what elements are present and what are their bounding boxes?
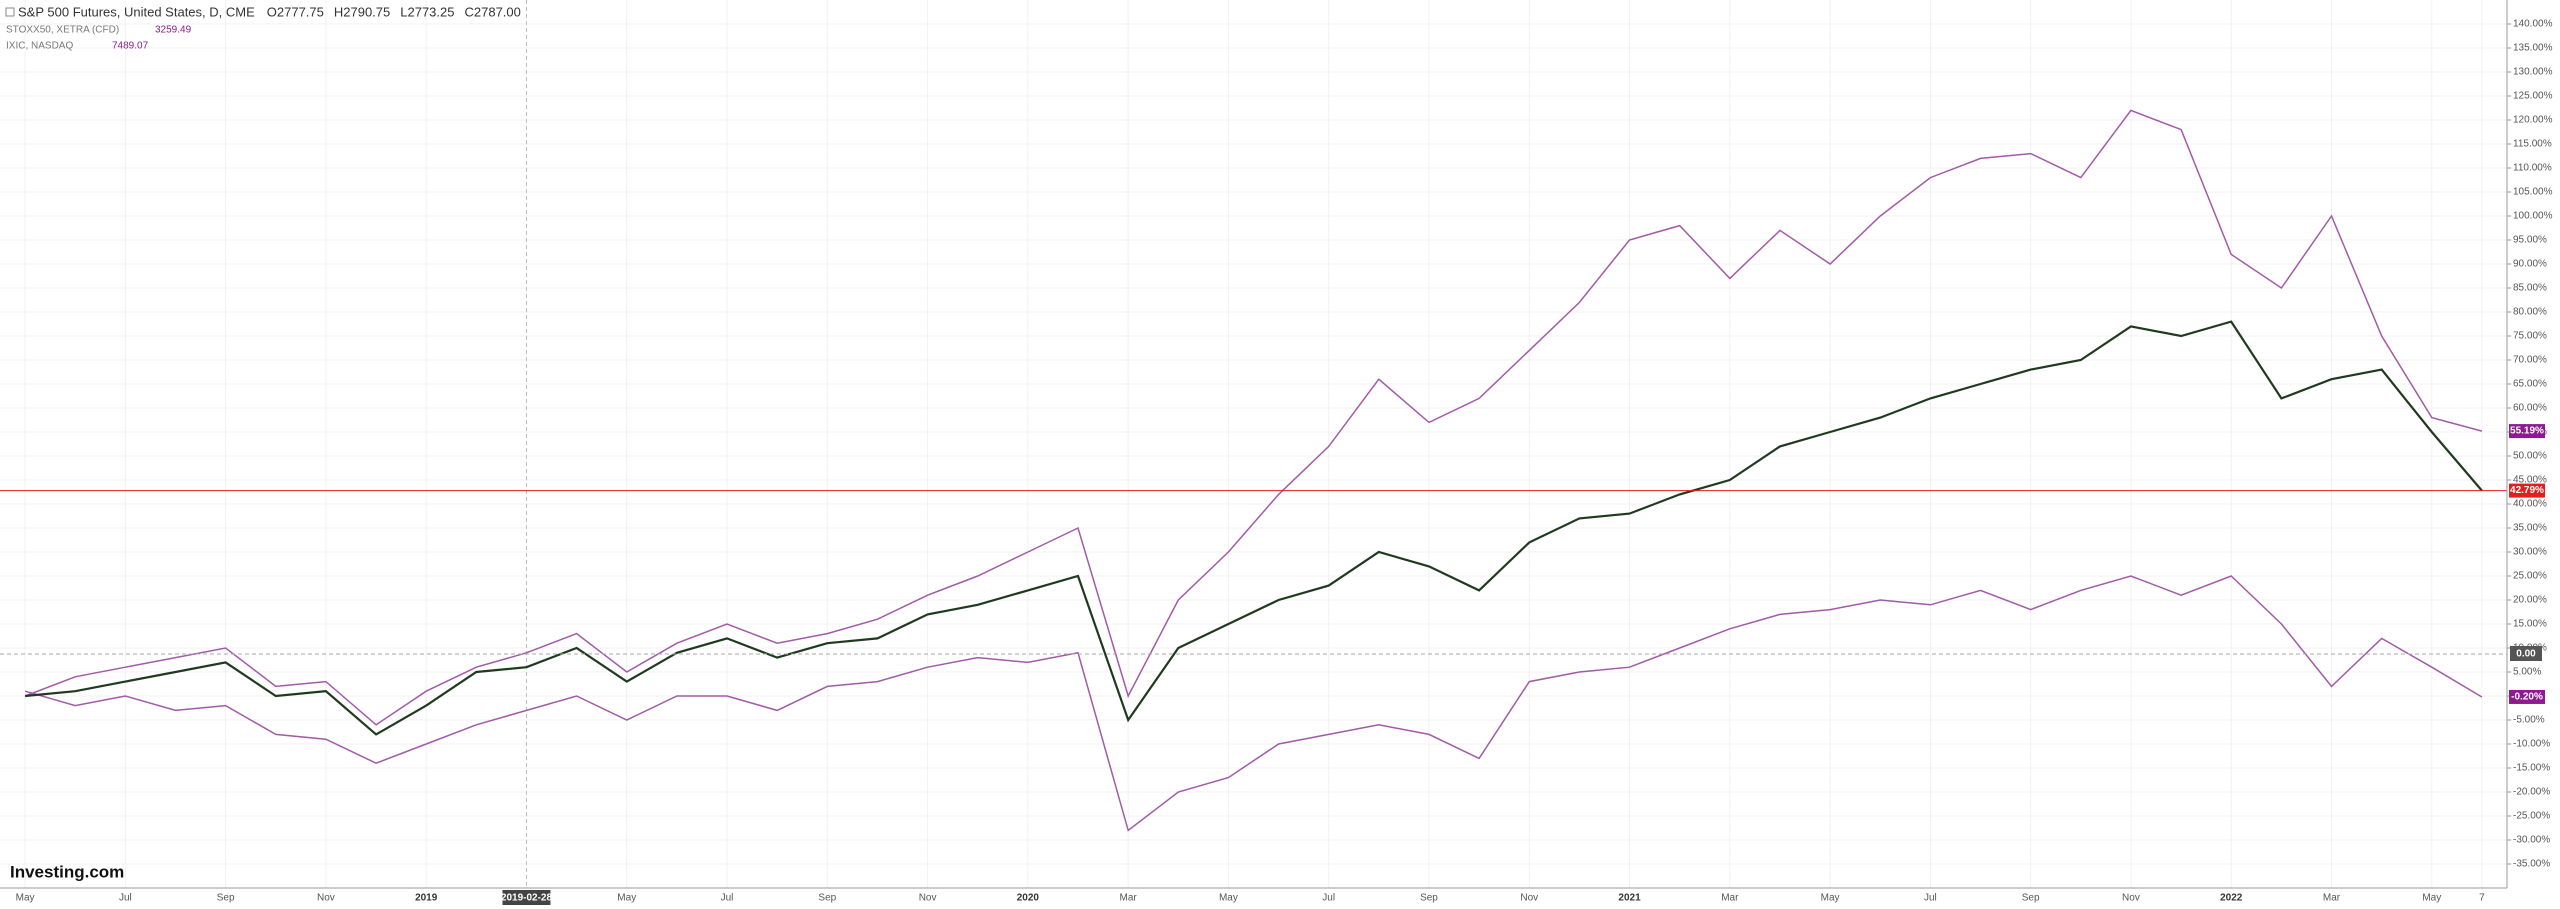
last-value-box xyxy=(2509,483,2545,498)
grid xyxy=(0,0,2507,888)
x-tick-label: Jul xyxy=(1322,893,1335,904)
y-tick-label: 5.00% xyxy=(2513,667,2541,678)
ohlc-low: L2773.25 xyxy=(400,4,454,19)
x-tick-label: 2021 xyxy=(1618,893,1641,904)
x-tick-label: Jul xyxy=(119,893,132,904)
legend-value: 7489.07 xyxy=(112,41,149,52)
x-tick-label: 7 xyxy=(2479,893,2485,904)
series-line xyxy=(24,575,2483,832)
x-tick-label: 2019-02-28 xyxy=(501,893,553,904)
y-tick-label: 20.00% xyxy=(2513,595,2547,606)
last-value-label: 42.79% xyxy=(2510,485,2544,496)
y-tick-label: 60.00% xyxy=(2513,403,2547,414)
y-tick-label: 65.00% xyxy=(2513,379,2547,390)
last-value-label: -0.20% xyxy=(2511,692,2543,703)
y-tick-label: 115.00% xyxy=(2513,139,2552,150)
x-tick-label: Sep xyxy=(2022,893,2040,904)
y-tick-label: 125.00% xyxy=(2513,91,2553,102)
y-tick-label: 105.00% xyxy=(2513,187,2553,198)
y-tick-label: 80.00% xyxy=(2513,307,2547,318)
y-tick-label: -15.00% xyxy=(2513,763,2550,774)
plot-area xyxy=(0,0,2507,888)
y-tick-label: 30.00% xyxy=(2513,547,2547,558)
y-tick-label: -30.00% xyxy=(2513,835,2550,846)
x-tick-label: Jul xyxy=(721,893,734,904)
x-tick-label: Jul xyxy=(1924,893,1937,904)
x-tick-label: Nov xyxy=(919,893,937,904)
collapse-icon[interactable] xyxy=(5,7,15,17)
y-tick-label: 135.00% xyxy=(2513,43,2553,54)
y-tick-label: 95.00% xyxy=(2513,235,2547,246)
ohlc-close: C2787.00 xyxy=(465,4,521,19)
x-tick-label: 2019 xyxy=(415,893,438,904)
y-tick-label: 25.00% xyxy=(2513,571,2547,582)
x-tick-label: Mar xyxy=(1721,893,1739,904)
x-tick-label: Nov xyxy=(1520,893,1538,904)
axis-labels: -35.00% -30.00% -25.00% -20.00% -15.00% -10.0… xyxy=(16,19,2553,905)
y-tick-label: 50.00% xyxy=(2513,451,2547,462)
crosshair-price-box xyxy=(2510,646,2542,661)
legend-value: 3259.49 xyxy=(155,25,192,36)
last-value-box xyxy=(2509,689,2545,704)
x-tick-label: 2022 xyxy=(2220,893,2243,904)
x-tick-label: Mar xyxy=(1120,893,1138,904)
x-tick-label: May xyxy=(1219,893,1238,904)
x-tick-label: Sep xyxy=(818,893,836,904)
y-tick-label: 45.00% xyxy=(2513,475,2547,486)
y-tick-label: 110.00% xyxy=(2513,163,2552,174)
series-line xyxy=(24,320,2483,736)
y-tick-label: -5.00% xyxy=(2513,715,2545,726)
series-line xyxy=(24,109,2483,726)
main-title: S&P 500 Futures, United States, D, CME xyxy=(18,4,255,19)
last-value-box xyxy=(2509,424,2545,439)
crosshair-price: 0.00 xyxy=(2516,649,2536,660)
y-tick-label: -25.00% xyxy=(2513,811,2550,822)
y-tick-label: 35.00% xyxy=(2513,523,2547,534)
ohlc-open: O2777.75 xyxy=(267,4,324,19)
x-tick-label: Nov xyxy=(317,893,335,904)
y-tick-label: 130.00% xyxy=(2513,67,2553,78)
y-tick-label: -10.00% xyxy=(2513,739,2550,750)
x-tick-label: May xyxy=(16,893,35,904)
y-tick-label: 40.00% xyxy=(2513,499,2547,510)
legend-name: IXIC, NASDAQ xyxy=(6,41,73,52)
x-tick-label: Sep xyxy=(217,893,235,904)
ohlc-high: H2790.75 xyxy=(334,4,390,19)
y-tick-label: -35.00% xyxy=(2513,859,2550,870)
x-tick-label: May xyxy=(1821,893,1840,904)
x-tick-label: Mar xyxy=(2323,893,2341,904)
y-tick-label: -20.00% xyxy=(2513,787,2550,798)
y-tick-label: 120.00% xyxy=(2513,115,2553,126)
y-tick-label: 15.00% xyxy=(2513,619,2547,630)
logo: Investing.com xyxy=(10,862,124,881)
x-tick-label: Nov xyxy=(2122,893,2140,904)
x-tick-label: May xyxy=(2422,893,2441,904)
x-tick-label: May xyxy=(617,893,636,904)
crosshair-date-box xyxy=(502,890,551,905)
y-tick-label: 85.00% xyxy=(2513,283,2547,294)
y-tick-label: 140.00% xyxy=(2513,19,2553,30)
last-value-label: 55.19% xyxy=(2510,426,2544,437)
y-tick-label: 90.00% xyxy=(2513,259,2547,270)
y-tick-label: 70.00% xyxy=(2513,355,2547,366)
x-tick-label: Sep xyxy=(1420,893,1438,904)
series-layer xyxy=(0,109,2507,832)
legend-name: STOXX50, XETRA (CFD) xyxy=(6,25,119,36)
y-tick-label: 100.00% xyxy=(2513,211,2553,222)
y-tick-label: 75.00% xyxy=(2513,331,2547,342)
x-tick-label: 2020 xyxy=(1017,893,1040,904)
